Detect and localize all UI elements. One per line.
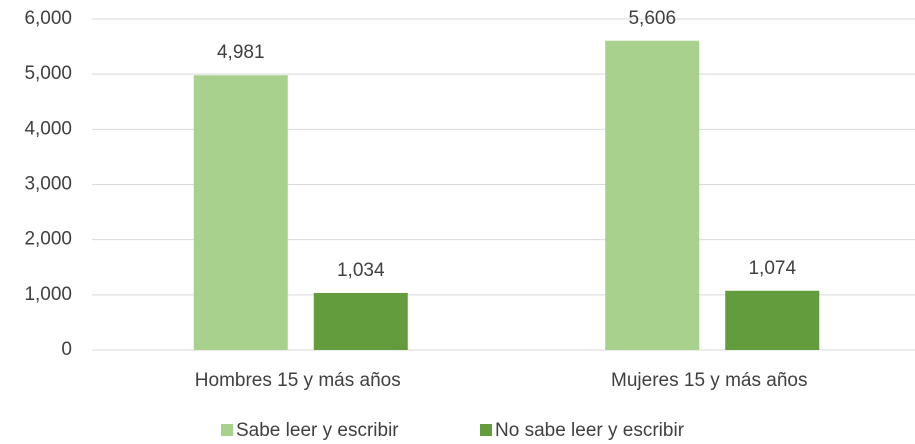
y-tick-label: 2,000	[24, 229, 72, 250]
bar	[725, 290, 820, 350]
legend-label: Sabe leer y escribir	[236, 420, 399, 441]
value-label: 1,074	[748, 258, 796, 279]
y-tick-label: 0	[61, 339, 72, 360]
value-label: 5,606	[628, 8, 676, 29]
x-tick-label: Mujeres 15 y más años	[611, 370, 807, 391]
y-tick-label: 5,000	[24, 63, 72, 84]
value-label: 4,981	[217, 42, 265, 63]
y-tick-label: 1,000	[24, 284, 72, 305]
value-label: 1,034	[337, 260, 385, 281]
y-tick-label: 6,000	[24, 8, 72, 29]
x-tick-label: Hombres 15 y más años	[195, 370, 401, 391]
legend-label: No sabe leer y escribir	[495, 420, 685, 441]
bar	[605, 40, 700, 351]
bar	[313, 292, 408, 350]
y-tick-label: 3,000	[24, 174, 72, 195]
bar	[193, 75, 288, 350]
y-tick-label: 4,000	[24, 118, 72, 139]
legend-swatch	[480, 424, 492, 436]
legend-swatch	[221, 424, 233, 436]
